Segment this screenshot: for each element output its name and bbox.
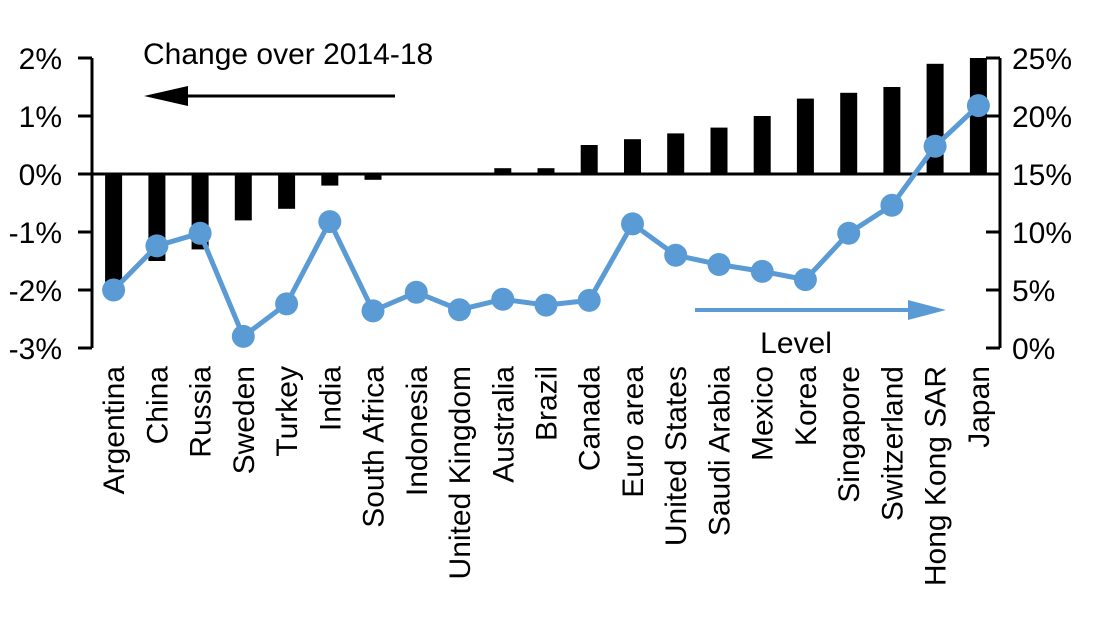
right-axis-tick-label: 15%: [1012, 159, 1072, 192]
marker-korea: [793, 268, 817, 292]
bar-sweden: [234, 174, 252, 221]
left-arrow: [144, 86, 395, 106]
bar-south-africa: [364, 174, 382, 180]
marker-switzerland: [880, 193, 904, 217]
marker-brazil: [534, 293, 558, 317]
marker-euro-area: [621, 212, 644, 236]
marker-turkey: [275, 292, 299, 316]
marker-south-africa: [361, 299, 385, 323]
x-axis-label: South Africa: [358, 366, 391, 528]
right-arrow-head-icon: [908, 300, 946, 320]
x-axis-label: Australia: [487, 366, 520, 483]
left-axis-tick-label: -2%: [9, 275, 62, 308]
x-axis-label: Hong Kong SAR: [920, 366, 953, 586]
right-axis-tick-label: 10%: [1012, 217, 1072, 250]
marker-china: [145, 234, 169, 258]
x-axis-label: China: [141, 366, 174, 445]
marker-australia: [491, 287, 515, 311]
left-axis-ticks: 2% 1% 0% -1% -2% -3%: [9, 43, 92, 366]
x-axis-label: Saudi Arabia: [704, 366, 737, 536]
x-axis-label: Canada: [574, 366, 607, 471]
marker-indonesia: [404, 280, 428, 304]
x-axis-label: Japan: [963, 366, 996, 448]
right-axis-tick-label: 25%: [1012, 43, 1072, 76]
x-axis-label: Russia: [185, 366, 218, 458]
bars-series: [105, 58, 987, 285]
marker-mexico: [750, 259, 774, 283]
x-axis-label: Turkey: [271, 366, 304, 457]
line-series: [102, 94, 990, 348]
marker-argentina: [102, 278, 126, 302]
x-axis-label: Korea: [790, 366, 823, 446]
bar-singapore: [840, 92, 858, 174]
marker-united-states: [664, 243, 688, 267]
bar-united-states: [667, 133, 685, 174]
right-axis-ticks: 25% 20% 15% 10% 5% 0%: [986, 43, 1072, 366]
right-axis-tick-label: 5%: [1012, 275, 1055, 308]
left-axis-tick-label: 0%: [19, 159, 62, 192]
marker-india: [318, 210, 342, 234]
marker-singapore: [837, 221, 861, 245]
marker-russia: [188, 221, 212, 245]
left-arrow-head-icon: [144, 86, 188, 106]
right-arrow: [695, 300, 946, 320]
bar-canada: [580, 145, 598, 174]
right-series-label: Level: [760, 327, 832, 360]
x-axis-label: Mexico: [747, 366, 780, 461]
right-axis-tick-label: 0%: [1012, 333, 1055, 366]
x-axis-labels: Argentina China Russia Sweden Turkey India Sou…: [98, 366, 996, 586]
x-axis-label: Singapore: [833, 366, 866, 503]
marker-hong-kong-sar: [923, 134, 947, 158]
left-axis-tick-label: -3%: [9, 333, 62, 366]
bar-switzerland: [883, 87, 901, 174]
x-axis-label: Euro area: [617, 366, 650, 498]
left-axis-tick-label: -1%: [9, 217, 62, 250]
x-axis-label: Argentina: [98, 366, 131, 495]
bar-turkey: [278, 174, 296, 209]
x-axis-label: Switzerland: [876, 366, 909, 521]
left-axis-tick-label: 1%: [19, 101, 62, 134]
bar-mexico: [753, 116, 771, 174]
marker-canada: [577, 288, 601, 312]
x-axis-label: India: [314, 366, 347, 431]
marker-japan: [966, 94, 990, 118]
bar-argentina: [105, 174, 123, 285]
left-series-label: Change over 2014-18: [143, 38, 433, 71]
x-axis-label: Brazil: [531, 366, 564, 441]
right-axis-tick-label: 20%: [1012, 101, 1072, 134]
bar-saudi-arabia: [710, 127, 728, 174]
marker-sweden: [231, 324, 255, 348]
bar-brazil: [537, 168, 555, 174]
x-axis-label: Indonesia: [401, 366, 434, 496]
x-axis-label: Sweden: [228, 366, 261, 474]
bar-euro-area: [624, 139, 641, 174]
bar-india: [321, 174, 339, 186]
bar-australia: [494, 168, 512, 174]
left-axis-tick-label: 2%: [19, 43, 62, 76]
x-axis-label: United Kingdom: [444, 366, 477, 579]
x-axis-label: United States: [660, 366, 693, 546]
marker-united-kingdom: [448, 298, 471, 322]
marker-saudi-arabia: [707, 253, 731, 276]
bar-korea: [796, 98, 814, 174]
